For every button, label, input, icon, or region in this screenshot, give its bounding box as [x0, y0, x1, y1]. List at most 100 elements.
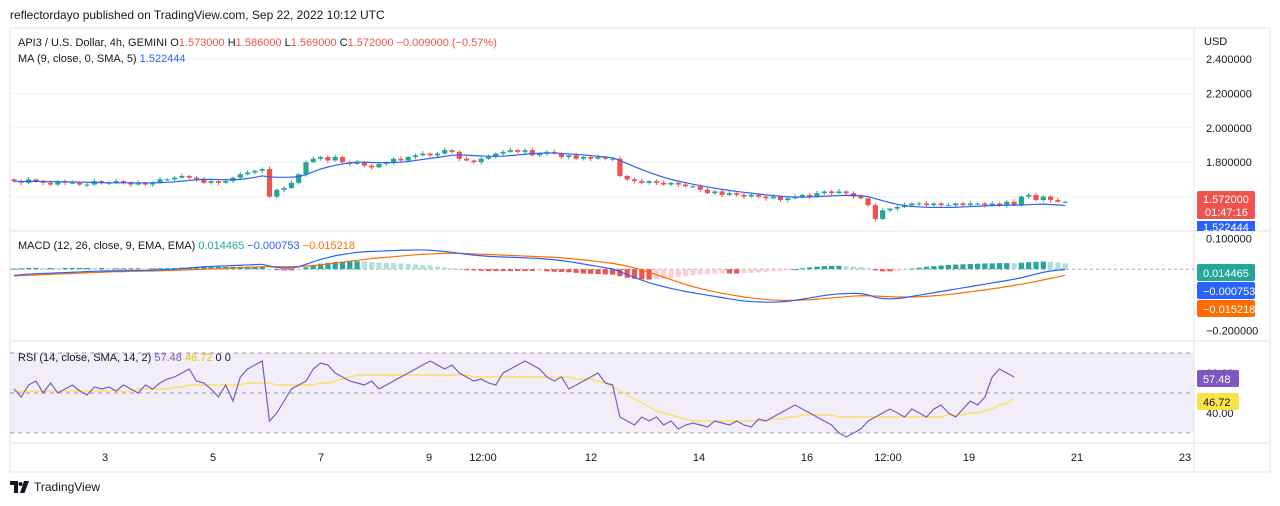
- macd-histogram-bar: [215, 266, 221, 270]
- candle-body: [11, 179, 17, 182]
- macd-histogram-bar: [558, 269, 565, 272]
- candle-body: [624, 175, 630, 180]
- candle-body: [135, 182, 141, 185]
- candle: [880, 207, 886, 220]
- candle-body: [756, 194, 762, 197]
- candle: [931, 202, 937, 207]
- candle-body: [814, 193, 820, 197]
- macd-histogram-bar: [449, 268, 455, 270]
- candle-body: [478, 158, 484, 163]
- candle: [215, 179, 221, 186]
- macd-histogram-bar: [354, 261, 360, 270]
- macd-histogram-bar: [471, 269, 477, 271]
- macd-histogram-bar: [500, 269, 506, 272]
- high-label: H: [228, 37, 236, 49]
- macd-histogram-bar: [807, 267, 813, 270]
- candle: [150, 181, 156, 187]
- candle: [938, 201, 944, 208]
- candle: [704, 187, 711, 195]
- candle-body: [558, 153, 565, 158]
- candle-body: [150, 182, 156, 185]
- macd-histogram-bar: [485, 269, 492, 272]
- candle: [84, 182, 90, 187]
- low-label: L: [285, 37, 291, 49]
- candle: [807, 193, 813, 200]
- price-tick-label: 2.200000: [1206, 88, 1252, 100]
- candle: [646, 180, 652, 185]
- candle: [318, 155, 324, 161]
- candle-body: [507, 150, 513, 152]
- macd-histogram-bar: [529, 269, 535, 272]
- candle-body: [288, 182, 294, 188]
- candle-body: [916, 203, 922, 205]
- time-tick-label: 12: [585, 452, 597, 464]
- macd-histogram-bar: [953, 264, 959, 270]
- macd-histogram-bar: [975, 263, 981, 270]
- time-tick-label: 5: [210, 452, 216, 464]
- macd-histogram-bar: [252, 266, 258, 270]
- macd-histogram-bar: [683, 269, 689, 277]
- candle-body: [945, 205, 951, 207]
- candle: [442, 147, 448, 155]
- macd-histogram-bar: [40, 267, 46, 270]
- ma-price-box: [1197, 221, 1255, 231]
- macd-histogram-bar: [303, 267, 309, 270]
- candle: [507, 147, 513, 153]
- time-tick-label: 23: [1179, 452, 1191, 464]
- candle-body: [208, 181, 214, 183]
- macd-histogram-bar: [99, 267, 105, 270]
- macd-histogram-bar: [405, 264, 411, 270]
- candle-body: [274, 189, 280, 197]
- macd-histogram-bar: [113, 268, 119, 270]
- candle-body: [113, 181, 119, 183]
- candle: [923, 201, 930, 207]
- macd-histogram-bar: [785, 269, 791, 271]
- macd-histogram-bar: [551, 269, 557, 272]
- macd-histogram-bar: [18, 268, 24, 270]
- candle: [252, 169, 258, 175]
- macd-histogram-bar: [11, 268, 17, 270]
- macd-histogram-bar: [588, 269, 594, 274]
- macd-histogram-bar: [376, 262, 382, 270]
- candle-body: [872, 205, 878, 219]
- tradingview-footer[interactable]: TradingView: [10, 480, 100, 494]
- candle: [1033, 192, 1039, 202]
- macd-histogram-bar: [478, 269, 484, 271]
- macd-legend-signal: −0.015218: [303, 240, 355, 252]
- candle-body: [310, 158, 316, 163]
- candle: [858, 194, 864, 200]
- macd-histogram-bar: [821, 266, 827, 270]
- macd-histogram-bar: [989, 263, 995, 270]
- last-price-label: 1.572000: [1203, 194, 1249, 206]
- candle-body: [1040, 196, 1046, 201]
- macd-histogram-bar: [135, 268, 141, 270]
- candle: [529, 147, 535, 157]
- candle-body: [588, 157, 594, 159]
- macd-histogram-bar: [770, 269, 776, 272]
- signal-value-box: [1197, 300, 1255, 317]
- macd-histogram-bar: [274, 269, 280, 271]
- candle-body: [515, 150, 521, 152]
- candle: [281, 186, 287, 193]
- candle: [982, 201, 988, 208]
- macd-histogram-bar: [850, 266, 857, 270]
- candle: [310, 156, 316, 164]
- candle-body: [770, 196, 776, 199]
- candle: [485, 154, 492, 160]
- candle-body: [785, 198, 791, 201]
- macd-histogram-bar: [193, 267, 200, 270]
- macd-histogram-bar: [1062, 263, 1068, 270]
- candle-body: [529, 150, 535, 156]
- candle-body: [821, 191, 827, 194]
- macd-histogram-bar: [573, 269, 579, 273]
- candle-body: [938, 203, 944, 206]
- candle-body: [602, 157, 608, 159]
- candle-body: [179, 175, 185, 178]
- macd-histogram-bar: [544, 269, 550, 272]
- macd-histogram-bar: [945, 264, 951, 270]
- macd-histogram-bar: [318, 263, 324, 270]
- macd-histogram-bar: [631, 269, 638, 279]
- candle: [493, 152, 499, 159]
- macd-legend-hist: 0.014465: [198, 240, 247, 252]
- macd-histogram-bar: [259, 266, 265, 270]
